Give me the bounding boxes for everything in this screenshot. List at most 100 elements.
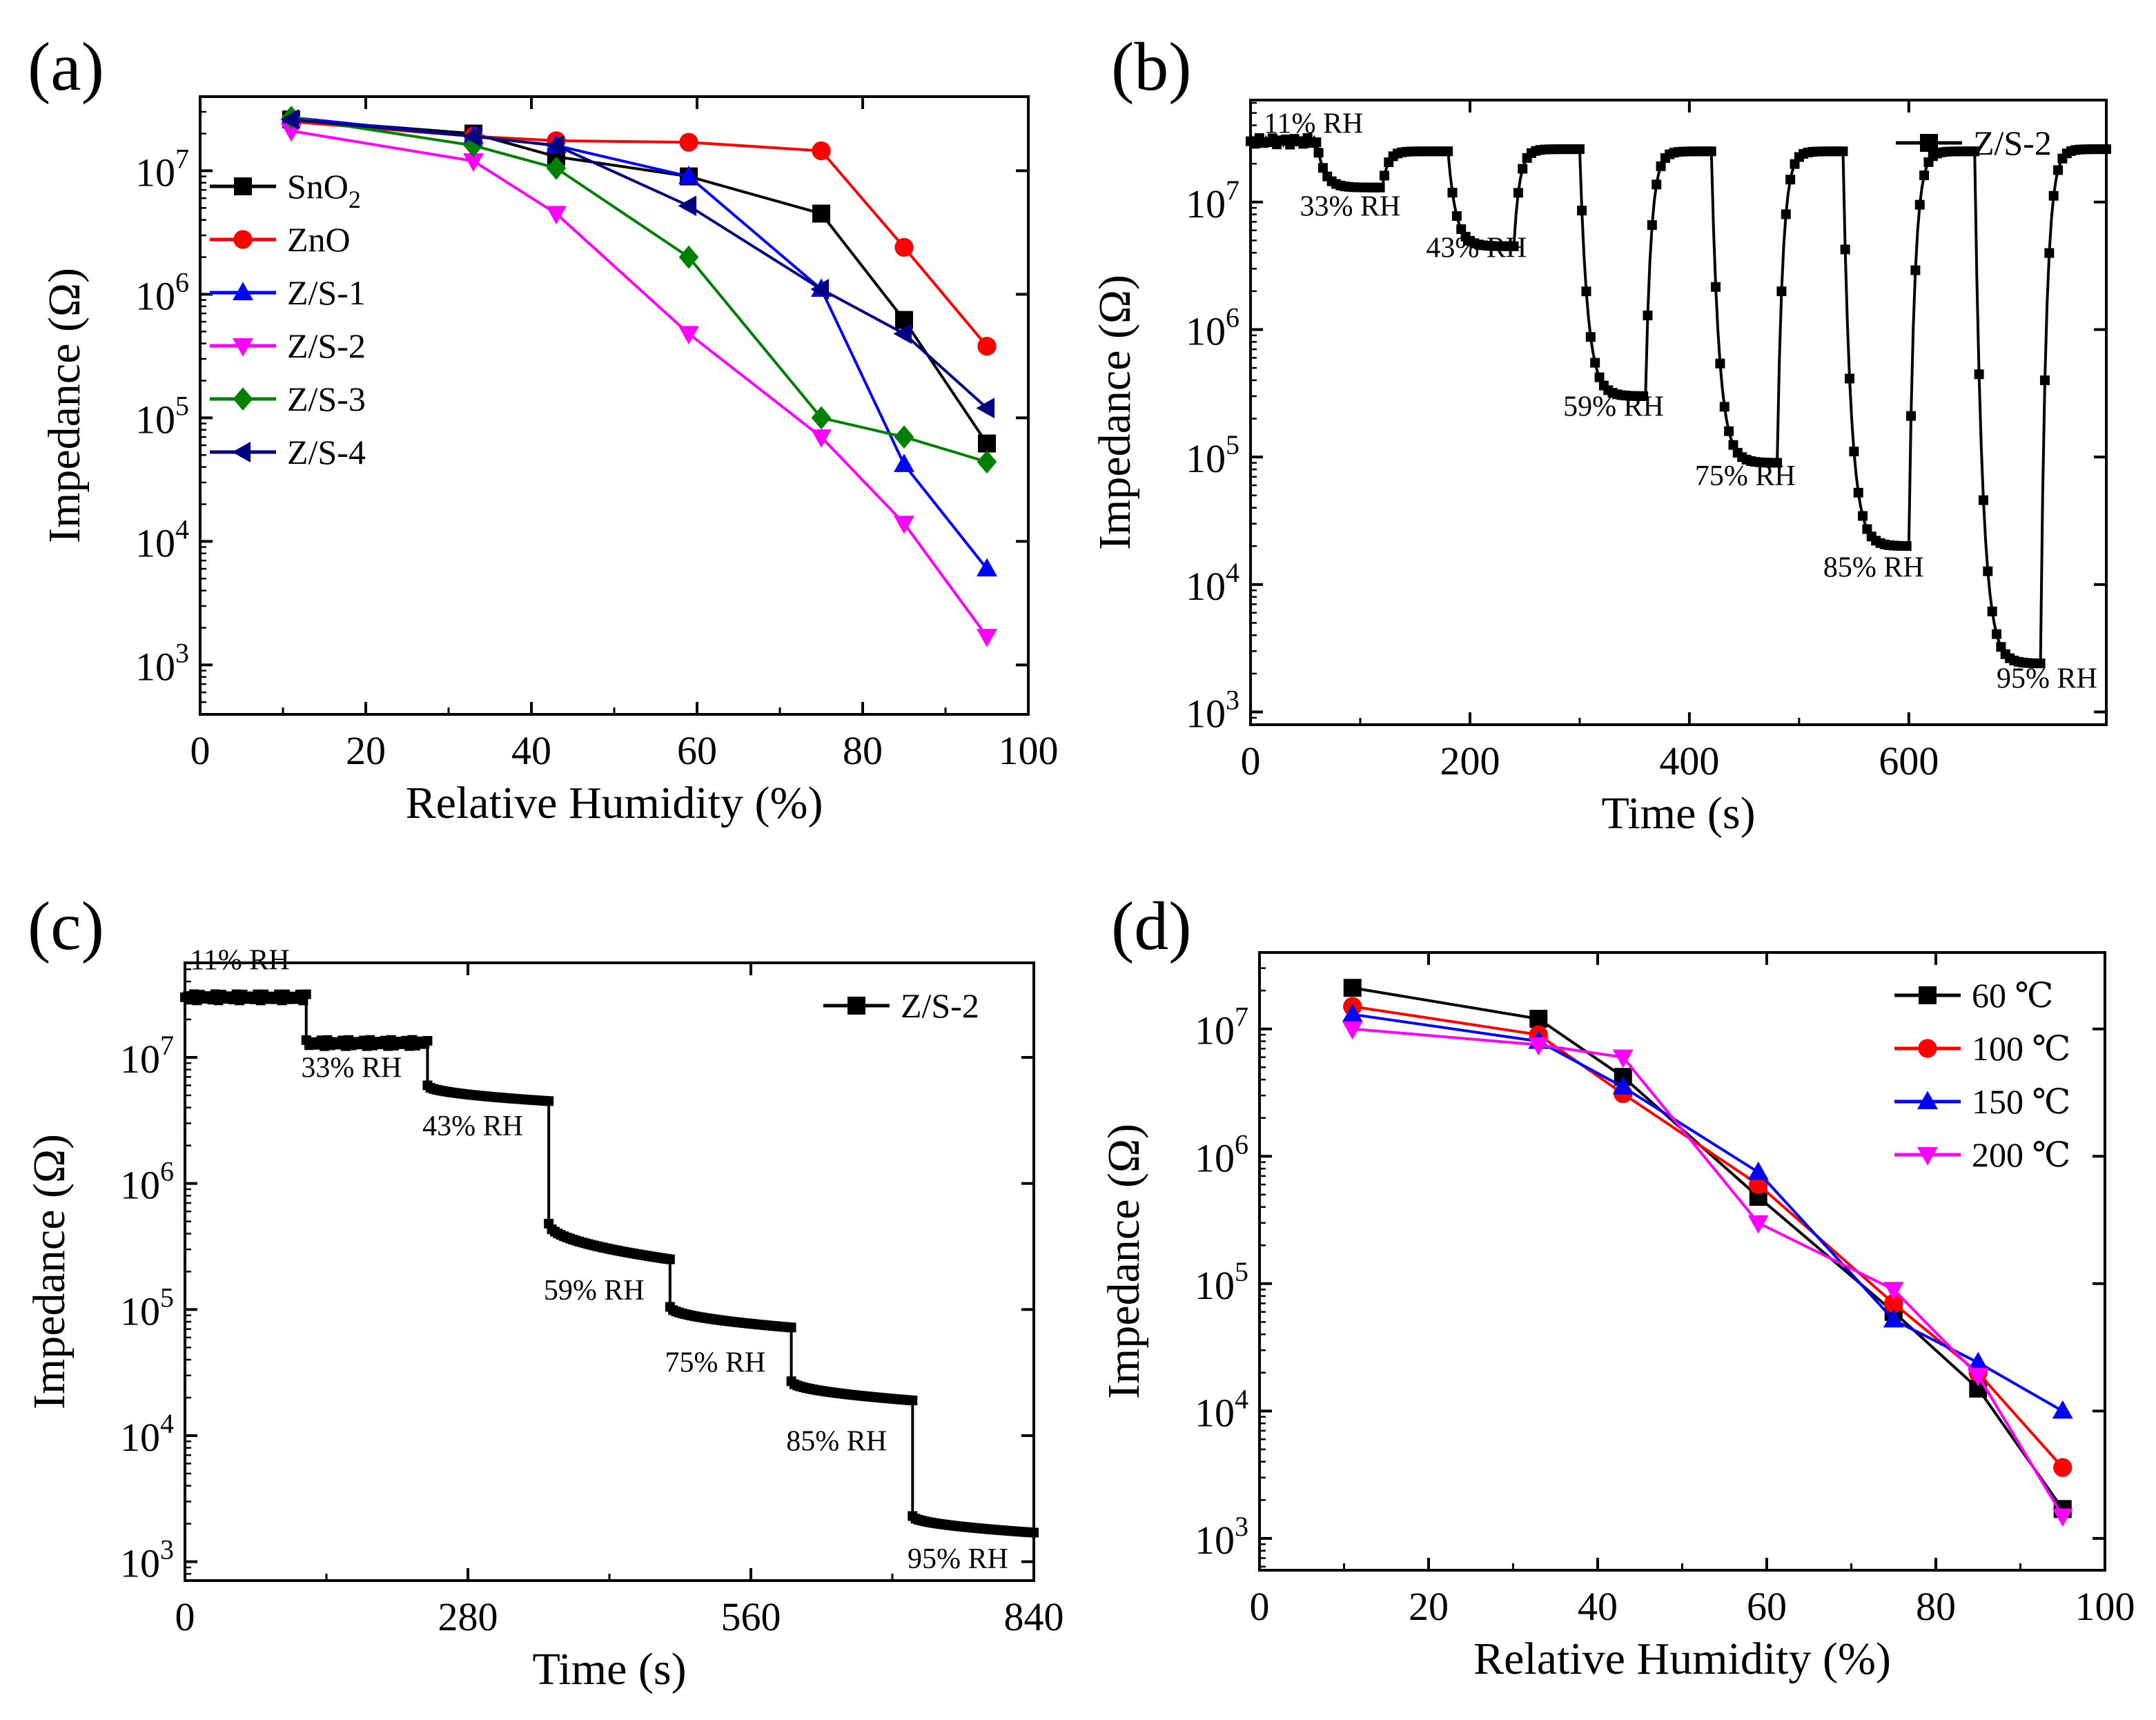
annotation-11-rh: 11% RH bbox=[1264, 108, 1363, 139]
legend-marker bbox=[233, 230, 253, 249]
y-tick-label: 104 bbox=[1186, 557, 1239, 609]
data-point bbox=[665, 1254, 675, 1264]
data-point bbox=[1342, 1004, 1363, 1022]
x-tick-label: 560 bbox=[721, 1594, 781, 1639]
annotation-59-rh: 59% RH bbox=[544, 1275, 645, 1307]
x-tick-label: 80 bbox=[1916, 1584, 1956, 1629]
data-point bbox=[463, 153, 484, 172]
data-point bbox=[1518, 164, 1528, 174]
legend-marker bbox=[233, 387, 253, 411]
annotation-75-rh: 75% RH bbox=[1695, 460, 1796, 492]
legend-entry-60: 60 ℃ bbox=[1972, 976, 2053, 1015]
data-point bbox=[1919, 170, 1930, 181]
legend-marker bbox=[1918, 1039, 1937, 1058]
legend-entry-z-s-4: Z/S-4 bbox=[287, 433, 366, 471]
panel-label: (a) bbox=[28, 28, 104, 105]
x-axis-label: Relative Humidity (%) bbox=[406, 778, 823, 828]
data-point bbox=[1574, 144, 1585, 155]
series-200 bbox=[1342, 1021, 2073, 1527]
data-point bbox=[1711, 282, 1721, 292]
x-tick-label: 20 bbox=[1409, 1584, 1449, 1629]
data-point bbox=[1456, 224, 1467, 235]
data-point bbox=[1747, 1215, 1769, 1234]
data-point bbox=[1590, 358, 1600, 368]
x-tick-label: 40 bbox=[1578, 1584, 1618, 1629]
x-tick-label: 100 bbox=[999, 728, 1059, 773]
data-point bbox=[1313, 148, 1324, 158]
legend-entry-150: 150 ℃ bbox=[1972, 1082, 2070, 1121]
data-point bbox=[462, 126, 482, 147]
panel-label: (c) bbox=[28, 888, 104, 964]
x-tick-label: 0 bbox=[175, 1594, 195, 1639]
data-point bbox=[301, 989, 311, 999]
data-point bbox=[679, 133, 698, 152]
y-tick-label: 107 bbox=[120, 1030, 174, 1082]
y-tick-label: 107 bbox=[1195, 1001, 1248, 1053]
data-point bbox=[1719, 402, 1729, 412]
series-z-s-4 bbox=[280, 109, 995, 419]
x-tick-label: 80 bbox=[843, 728, 883, 773]
data-point bbox=[977, 629, 997, 647]
x-tick-label: 400 bbox=[1659, 739, 1719, 783]
data-point bbox=[1656, 161, 1666, 171]
y-tick-label: 106 bbox=[120, 1156, 174, 1208]
data-point bbox=[1772, 458, 1783, 468]
legend-marker bbox=[1919, 986, 1937, 1004]
data-point bbox=[1968, 1351, 1989, 1371]
data-point bbox=[1914, 199, 1925, 210]
data-point bbox=[1447, 188, 1458, 198]
data-point bbox=[1529, 1010, 1548, 1028]
y-tick-label: 103 bbox=[120, 1534, 174, 1586]
x-tick-label: 280 bbox=[438, 1594, 498, 1639]
x-tick-label: 840 bbox=[1004, 1594, 1064, 1639]
legend-marker bbox=[234, 177, 252, 195]
data-point bbox=[2053, 1458, 2072, 1477]
data-point bbox=[2101, 144, 2111, 155]
legend-entry-z-s-3: Z/S-3 bbox=[287, 380, 366, 418]
y-tick-label: 106 bbox=[135, 266, 189, 318]
data-point bbox=[1647, 220, 1657, 231]
data-point bbox=[678, 245, 699, 269]
x-tick-label: 0 bbox=[190, 728, 210, 773]
x-axis-label: Time (s) bbox=[532, 1644, 686, 1694]
y-tick-label: 104 bbox=[1195, 1383, 1248, 1435]
y-tick-label: 107 bbox=[1186, 175, 1239, 226]
legend-entry-zno: ZnO bbox=[287, 220, 351, 259]
panel-c: (c) 0 280 560 840 103 104 105 106 107 Time (s) Impe… bbox=[24, 888, 1064, 1694]
data-point bbox=[1974, 369, 1984, 380]
panel-b: (b) 0 200 400 600 103 104 105 106 107 Time (s) Impe… bbox=[1090, 28, 2111, 839]
y-tick-label: 103 bbox=[1195, 1511, 1248, 1563]
data-point bbox=[1612, 1076, 1634, 1095]
legend-marker bbox=[232, 442, 251, 462]
data-point bbox=[977, 450, 997, 474]
annotation-33-rh: 33% RH bbox=[1300, 191, 1401, 223]
y-axis-label: Impedance (Ω) bbox=[39, 268, 90, 543]
data-point bbox=[1901, 541, 1912, 551]
y-tick-label: 104 bbox=[120, 1408, 174, 1460]
series-line bbox=[291, 118, 988, 409]
data-point bbox=[1311, 137, 1322, 148]
x-tick-label: 20 bbox=[346, 728, 386, 773]
data-point bbox=[812, 141, 831, 161]
y-axis-label: Impedance (Ω) bbox=[24, 1134, 75, 1409]
annotation-59-rh: 59% RH bbox=[1563, 391, 1664, 423]
data-point bbox=[1838, 146, 1848, 157]
data-point bbox=[786, 1322, 796, 1333]
data-point bbox=[976, 398, 995, 419]
data-point bbox=[977, 558, 997, 577]
data-point bbox=[1978, 495, 1988, 505]
data-point bbox=[678, 326, 699, 345]
series-line bbox=[291, 118, 988, 444]
data-point bbox=[893, 323, 912, 344]
data-point bbox=[1585, 332, 1596, 342]
data-point bbox=[1451, 211, 1462, 221]
data-point bbox=[1581, 286, 1591, 297]
data-point bbox=[1840, 244, 1850, 255]
y-tick-label: 104 bbox=[135, 514, 189, 565]
data-point bbox=[546, 206, 567, 225]
x-axis-label: Time (s) bbox=[1601, 788, 1755, 839]
legend-entry-200: 200 ℃ bbox=[1972, 1135, 2070, 1174]
annotation-33-rh: 33% RH bbox=[301, 1052, 402, 1084]
data-point bbox=[1853, 487, 1863, 498]
data-point bbox=[1342, 1021, 1363, 1040]
